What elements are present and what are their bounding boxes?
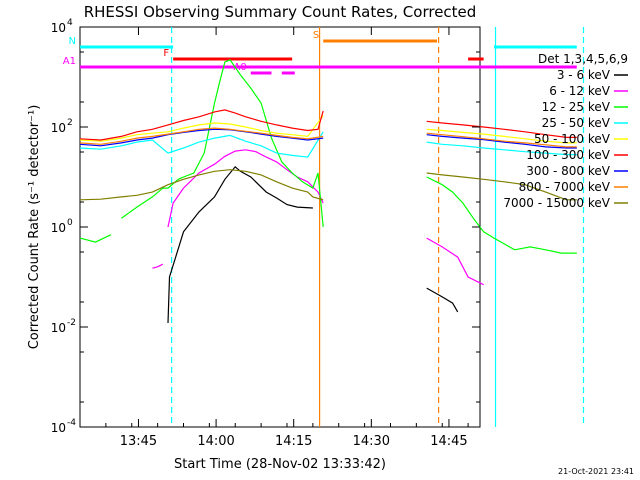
y-tick-label-3: 10	[51, 121, 66, 135]
series-1-segment-2	[426, 237, 484, 286]
y-axis-label: Corrected Count Rate (s⁻¹ detector⁻¹)	[27, 105, 42, 350]
series-2-segment-1	[121, 59, 324, 228]
series-8-segment-0	[79, 169, 324, 201]
flag-F-label: F	[163, 48, 169, 59]
series-4-segment-0	[79, 115, 324, 142]
legend-label-5: 100 - 300 keV	[526, 148, 610, 162]
plot-frame	[79, 26, 481, 428]
series-5-segment-1	[426, 120, 577, 138]
series-1-segment-1	[167, 149, 324, 228]
legend-label-0: 3 - 6 keV	[557, 68, 611, 82]
chart-title: RHESSI Observing Summary Count Rates, Co…	[84, 3, 477, 21]
flag-A0-label: A0	[234, 62, 247, 73]
x-tick-label-2: 14:15	[275, 434, 312, 449]
state-flags: N S F A1 A0	[63, 30, 577, 75]
vertical-markers	[170, 27, 585, 427]
legend-label-7: 800 - 7000 keV	[519, 180, 611, 194]
legend-label-4: 50 - 100 keV	[534, 132, 611, 146]
series-3-segment-0	[79, 131, 324, 158]
y-tick-exp-0: -4	[67, 418, 76, 428]
y-tick-label-4: 10	[51, 21, 66, 35]
flag-S-label: S	[313, 30, 319, 41]
legend-label-2: 12 - 25 keV	[542, 100, 611, 114]
series-0-segment-0	[167, 165, 313, 324]
series-0-segment-1	[426, 287, 459, 313]
x-axis-label: Start Time (28-Nov-02 13:33:42)	[174, 457, 386, 472]
series-8-segment-1	[426, 172, 577, 201]
series-6-segment-1	[426, 134, 577, 149]
x-tick-label-4: 14:45	[430, 434, 467, 449]
legend-label-8: 7000 - 15000 keV	[503, 196, 610, 210]
y-tick-exp-4: 4	[67, 18, 73, 28]
legend-label-1: 6 - 12 keV	[549, 84, 611, 98]
y-tick-exp-2: 0	[67, 218, 73, 228]
x-tick-label-3: 14:30	[353, 434, 390, 449]
series-6-segment-0	[79, 128, 324, 147]
legend: Det 1,3,4,5,6,9 3 - 6 keV 6 - 12 keV 12 - …	[503, 52, 628, 210]
x-tick-label-1: 14:00	[197, 434, 234, 449]
series-7-segment-0	[79, 127, 324, 145]
x-tick-label-0: 13:45	[120, 434, 157, 449]
flag-N-label: N	[69, 36, 76, 47]
y-tick-label-2: 10	[51, 221, 66, 235]
series-5-segment-0	[79, 109, 324, 141]
timestamp: 21-Oct-2021 23:41	[558, 467, 634, 476]
series-4-segment-1	[426, 128, 577, 144]
series-7-segment-1	[426, 132, 577, 148]
legend-label-3: 25 - 50 keV	[542, 116, 611, 130]
series-3-segment-1	[426, 141, 577, 156]
legend-label-6: 300 - 800 keV	[526, 164, 610, 178]
y-tick-exp-3: 2	[67, 118, 73, 128]
flag-A1-label: A1	[63, 56, 76, 67]
series-2-segment-2	[426, 176, 577, 254]
series-2-segment-0	[79, 234, 112, 243]
series-1-segment-0	[152, 263, 164, 269]
y-tick-exp-1: -2	[67, 318, 76, 328]
series-lines	[79, 59, 577, 324]
x-axis-ticks: 13:45 14:00 14:15 14:30 14:45	[105, 27, 469, 449]
y-tick-label-0: 10	[51, 421, 66, 435]
legend-header: Det 1,3,4,5,6,9	[538, 52, 628, 66]
y-tick-label-1: 10	[51, 321, 66, 335]
